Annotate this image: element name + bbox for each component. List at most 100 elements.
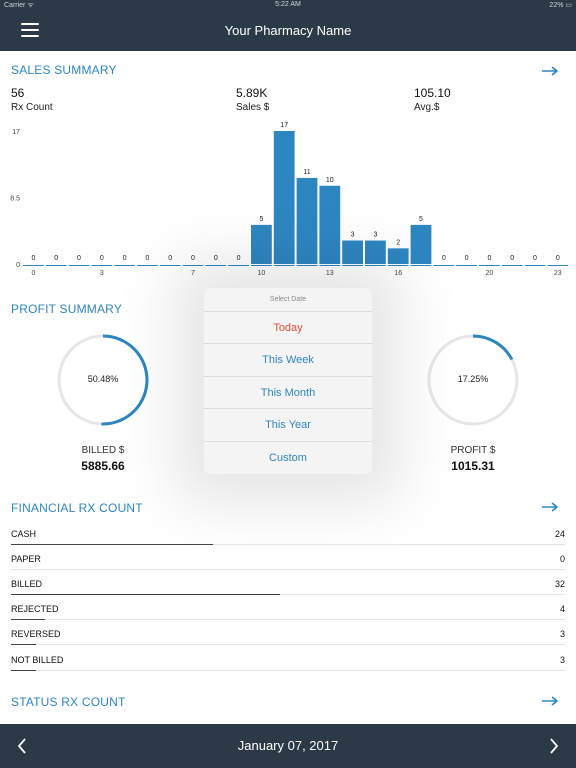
previous-date-chevron-left-icon[interactable] (17, 738, 27, 754)
bar (273, 131, 295, 264)
x-tick-label: 13 (326, 270, 334, 277)
rx-row-count: 24 (554, 529, 565, 539)
financial-rx-arrow-icon[interactable] (541, 502, 559, 512)
profit-percent: 17.25% (457, 374, 489, 384)
data-label: 2 (396, 239, 400, 246)
rx-row-label: NOT BILLED (11, 655, 64, 665)
data-label: 0 (487, 255, 491, 262)
sales-summary-title: SALES SUMMARY (11, 63, 117, 77)
x-tick-label: 3 (100, 270, 104, 277)
data-label: 5 (419, 216, 423, 223)
bar-baseline (205, 265, 227, 266)
profit-value: 1015.31 (451, 459, 495, 473)
rx-row-count: 3 (559, 629, 565, 639)
data-label: 17 (280, 122, 288, 129)
y-tick-label: 0 (16, 262, 20, 269)
navbar: Your Pharmacy Name (0, 11, 576, 51)
x-tick-label: 0 (31, 270, 35, 277)
financial-rx-title: FINANCIAL RX COUNT (11, 501, 143, 515)
billed-value: 5885.66 (81, 459, 125, 473)
bar (342, 240, 363, 264)
rx-row-label: REJECTED (11, 604, 59, 614)
y-tick-label: 17 (12, 129, 20, 136)
status-rx-title: STATUS RX COUNT (11, 695, 126, 709)
data-label: 0 (214, 255, 218, 262)
y-tick-label: 8.5 (10, 196, 20, 203)
data-label: 0 (168, 255, 172, 262)
clock: 5:22 AM (275, 1, 301, 8)
rx-row-label: REVERSED (11, 629, 61, 639)
data-label: 0 (31, 255, 35, 262)
rx-row-rejected[interactable]: REJECTED 4 (11, 597, 565, 622)
option-custom[interactable]: Custom (269, 451, 307, 464)
rx-row-billed[interactable]: BILLED 32 (11, 572, 565, 597)
data-label: 0 (442, 255, 446, 262)
sales-value: 5.89K (236, 86, 268, 100)
bar (319, 185, 341, 264)
x-tick-label: 20 (486, 270, 494, 277)
option-this-week[interactable]: This Week (204, 344, 372, 377)
battery-indicator: 22% ▭ (549, 2, 572, 9)
profit-ring: 17.25% (427, 334, 519, 426)
bar-baseline (114, 265, 135, 266)
rx-row-not-billed[interactable]: NOT BILLED 3 (11, 648, 565, 673)
data-label: 0 (191, 255, 195, 262)
x-tick-label: 16 (394, 270, 402, 277)
bar (251, 224, 272, 264)
profit-label: PROFIT $ (450, 445, 496, 456)
x-tick-label: 23 (554, 270, 562, 277)
billed-ring-chart (57, 334, 149, 426)
rx-row-reversed[interactable]: REVERSED 3 (11, 622, 565, 647)
next-date-chevron-right-icon[interactable] (549, 738, 559, 754)
rx-row-count: 3 (559, 655, 565, 665)
bar-baseline (387, 265, 409, 266)
ring-progress (57, 334, 149, 426)
rx-row-bar (11, 619, 45, 620)
sales-summary-arrow-icon[interactable] (541, 66, 559, 76)
avg-stat: 105.10 Avg.$ (414, 86, 451, 113)
data-label: 10 (326, 177, 334, 184)
option-this-year[interactable]: This Year (204, 409, 372, 442)
rx-count-stat: 56 Rx Count (11, 86, 53, 113)
profit-summary-title: PROFIT SUMMARY (11, 302, 123, 316)
billed-ring: 50.48% (57, 334, 149, 426)
bar-baseline (228, 265, 249, 266)
rx-count-label: Rx Count (11, 102, 53, 113)
popup-title: Select Date (204, 288, 372, 312)
bar-baseline (547, 265, 569, 266)
rx-count-value: 56 (11, 86, 25, 100)
rx-row-count: 4 (559, 604, 565, 614)
bar-baseline (137, 265, 158, 266)
data-label: 0 (54, 255, 58, 262)
bar-baseline (342, 265, 363, 266)
bar-baseline (296, 265, 318, 266)
sales-stat: 5.89K Sales $ (236, 86, 269, 113)
rx-row-bar (11, 544, 214, 545)
select-date-popup: Select Date Today This Week This Month T… (204, 288, 372, 474)
status-rx-arrow-icon[interactable] (541, 696, 559, 706)
rx-row-cash[interactable]: CASH 24 (11, 522, 565, 547)
billed-label: BILLED $ (81, 445, 125, 456)
data-label: 0 (556, 255, 560, 262)
bar-baseline (319, 265, 341, 266)
bar (387, 248, 409, 264)
bar (296, 177, 318, 264)
data-label: 5 (259, 216, 263, 223)
rx-row-divider (11, 544, 565, 545)
data-label: 0 (510, 255, 514, 262)
rx-row-label: PAPER (11, 554, 41, 564)
bar-baseline (91, 265, 113, 266)
rx-row-bar (11, 594, 280, 595)
billed-percent: 50.48% (87, 374, 119, 384)
menu-icon[interactable] (21, 23, 39, 37)
rx-row-divider (11, 594, 565, 595)
bar-baseline (273, 265, 295, 266)
date-footer: January 07, 2017 (0, 724, 576, 768)
rx-row-paper[interactable]: PAPER 0 (11, 547, 565, 572)
data-label: 0 (237, 255, 241, 262)
bar-baseline (45, 265, 67, 266)
option-today[interactable]: Today (204, 312, 372, 345)
option-this-month[interactable]: This Month (204, 377, 372, 410)
ring-progress (427, 334, 519, 426)
current-date[interactable]: January 07, 2017 (237, 738, 339, 753)
